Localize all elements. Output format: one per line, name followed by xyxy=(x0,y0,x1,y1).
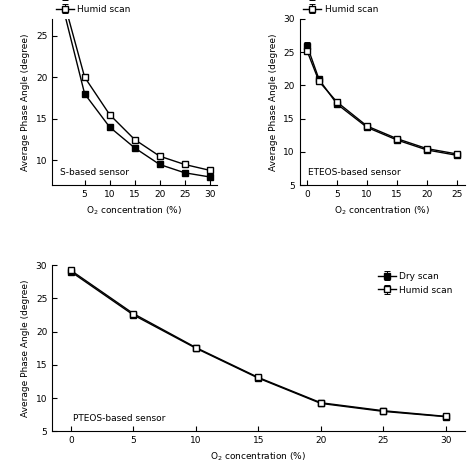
Text: PTEOS-based sensor: PTEOS-based sensor xyxy=(73,414,165,423)
X-axis label: O$_2$ concentration (%): O$_2$ concentration (%) xyxy=(210,451,307,463)
Legend: Dry scan, Humid scan: Dry scan, Humid scan xyxy=(52,0,135,17)
Legend: Dry scan, Humid scan: Dry scan, Humid scan xyxy=(300,0,382,17)
X-axis label: O$_2$ concentration (%): O$_2$ concentration (%) xyxy=(86,205,183,217)
Legend: Dry scan, Humid scan: Dry scan, Humid scan xyxy=(374,268,456,298)
Y-axis label: Average Phase Angle (degree): Average Phase Angle (degree) xyxy=(21,33,30,171)
Y-axis label: Average Phase Angle (degree): Average Phase Angle (degree) xyxy=(269,33,278,171)
X-axis label: O$_2$ concentration (%): O$_2$ concentration (%) xyxy=(334,205,430,217)
Text: S-based sensor: S-based sensor xyxy=(60,168,129,177)
Text: ETEOS-based sensor: ETEOS-based sensor xyxy=(308,168,401,177)
Y-axis label: Average Phase Angle (degree): Average Phase Angle (degree) xyxy=(21,280,30,417)
